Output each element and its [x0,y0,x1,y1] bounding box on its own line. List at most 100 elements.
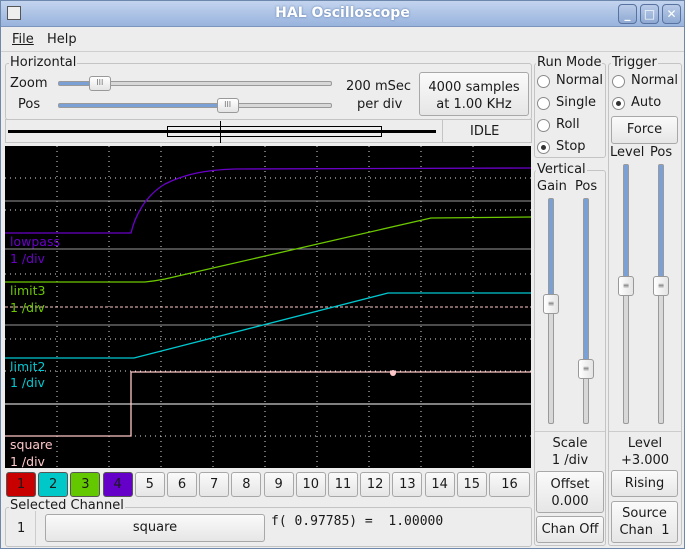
offset-value: 0.000 [551,494,589,509]
channel-button-8[interactable]: 8 [231,472,262,497]
channel-name-label: limit2 [10,359,46,374]
trigger-auto-radio[interactable] [612,97,625,110]
channel-button-10[interactable]: 10 [295,472,326,497]
channel-button-2[interactable]: 2 [38,472,69,497]
trace-limit2 [5,292,531,359]
run-mode-label: Run Mode [536,55,603,70]
trigger-pos-slider[interactable]: ≡ [653,164,669,424]
channel-button-12[interactable]: 12 [360,472,391,497]
run-mode-normal-radio[interactable] [537,75,550,88]
slider-thumb[interactable]: ≡ [543,294,559,315]
cursor-readout: f( 0.97785) = 1.00000 [271,514,444,529]
trigger-pos-label: Pos [650,145,673,160]
window-title: HAL Oscilloscope [275,5,410,21]
trigger-source-button[interactable]: Source Chan 1 [611,501,678,543]
record-position-bar[interactable]: IDLE [5,119,532,143]
selected-channel-number: 1 [17,521,26,536]
time-scale-unit: per div [357,97,403,112]
zoom-slider[interactable]: III [58,76,332,91]
slider-thumb[interactable]: ≡ [578,359,594,380]
channel-button-4[interactable]: 4 [102,472,133,497]
selected-channel-label: Selected Channel [9,498,125,513]
trace-square [5,371,531,437]
channel-button-6[interactable]: 6 [167,472,197,497]
trigger-edge-button[interactable]: Rising [611,470,678,497]
trigger-auto-label[interactable]: Auto [631,95,662,110]
channel-button-13[interactable]: 13 [392,472,423,497]
vertical-label: Vertical [536,162,587,177]
channel-button-14[interactable]: 14 [424,472,455,497]
channel-scale-label: 1 /div [10,251,45,266]
pos-label: Pos [18,97,41,112]
gain-slider[interactable]: ≡ [543,198,559,424]
selected-channel-frame [5,507,532,547]
channel-name-label: limit3 [10,283,46,298]
channel-button-5[interactable]: 5 [134,472,165,497]
source-caption: Source [622,506,667,521]
slider-thumb[interactable]: III [88,76,111,91]
gain-label: Gain [537,179,567,194]
run-mode-single-label[interactable]: Single [556,95,596,110]
slider-thumb[interactable]: ≡ [618,276,634,297]
scope-display[interactable] [5,146,531,468]
source-value: Chan 1 [619,523,670,538]
trace-limit3 [5,216,531,283]
run-mode-single-radio[interactable] [537,97,550,110]
level-value: +3.000 [620,453,670,468]
channel-scale-label: 1 /div [10,375,45,390]
force-button[interactable]: Force [611,116,678,144]
trigger-label: Trigger [611,55,658,70]
record-line [8,130,436,133]
slider-thumb[interactable]: III [216,98,239,113]
trigger-normal-radio[interactable] [612,75,625,88]
run-mode-roll-radio[interactable] [537,119,550,132]
run-mode-stop-radio[interactable] [537,141,550,154]
run-mode-normal-label[interactable]: Normal [556,73,604,88]
channel-button-3[interactable]: 3 [70,472,101,497]
trigger-normal-label[interactable]: Normal [631,73,679,88]
vertical-pos-slider[interactable]: ≡ [578,198,594,424]
channel-button-15[interactable]: 15 [456,472,487,497]
trigger-point-marker [390,370,396,376]
trigger-marker [220,121,221,143]
chan-off-button[interactable]: Chan Off [536,516,604,543]
channel-button-16[interactable]: 16 [489,472,530,497]
channel-name-button[interactable]: square [45,514,265,542]
samples-button[interactable]: 4000 samples at 1.00 KHz [419,72,529,116]
zoom-label: Zoom [10,76,48,91]
title-bar: HAL Oscilloscope _ □ ✕ [1,1,684,27]
menu-bar: File Help [1,28,684,52]
slider-thumb[interactable]: ≡ [653,276,669,297]
trigger-level-slider[interactable]: ≡ [618,164,634,424]
scope-status: IDLE [470,124,500,139]
run-mode-roll-label[interactable]: Roll [556,117,580,132]
channel-button-11[interactable]: 11 [328,472,358,497]
channel-button-9[interactable]: 9 [263,472,294,497]
horizontal-label: Horizontal [9,55,78,70]
channel-name-label: square [10,437,53,452]
view-window-box[interactable] [167,126,382,137]
channel-name-label: lowpass [10,234,60,249]
run-mode-stop-label[interactable]: Stop [556,139,586,154]
offset-caption: Offset [550,477,590,492]
channel-button-1[interactable]: 1 [6,472,36,497]
time-scale-value: 200 mSec [346,79,412,94]
scale-value: 1 /div [551,453,589,468]
window-menu-icon[interactable] [7,6,21,20]
menu-file[interactable]: File [12,32,34,47]
samples-count: 4000 samples [428,80,520,95]
horizontal-pos-slider[interactable]: III [58,98,332,113]
menu-help[interactable]: Help [47,32,77,47]
maximize-button[interactable]: □ [640,4,659,24]
channel-scale-label: 1 /div [10,300,45,315]
channel-button-7[interactable]: 7 [199,472,230,497]
level-caption: Level [627,436,663,451]
trace-lowpass [5,167,531,234]
trigger-level-label: Level [610,145,645,160]
sample-rate: at 1.00 KHz [436,97,512,112]
close-button[interactable]: ✕ [662,4,681,24]
minimize-button[interactable]: _ [618,4,637,24]
channel-scale-label: 1 /div [10,454,45,469]
offset-button[interactable]: Offset 0.000 [536,471,604,513]
